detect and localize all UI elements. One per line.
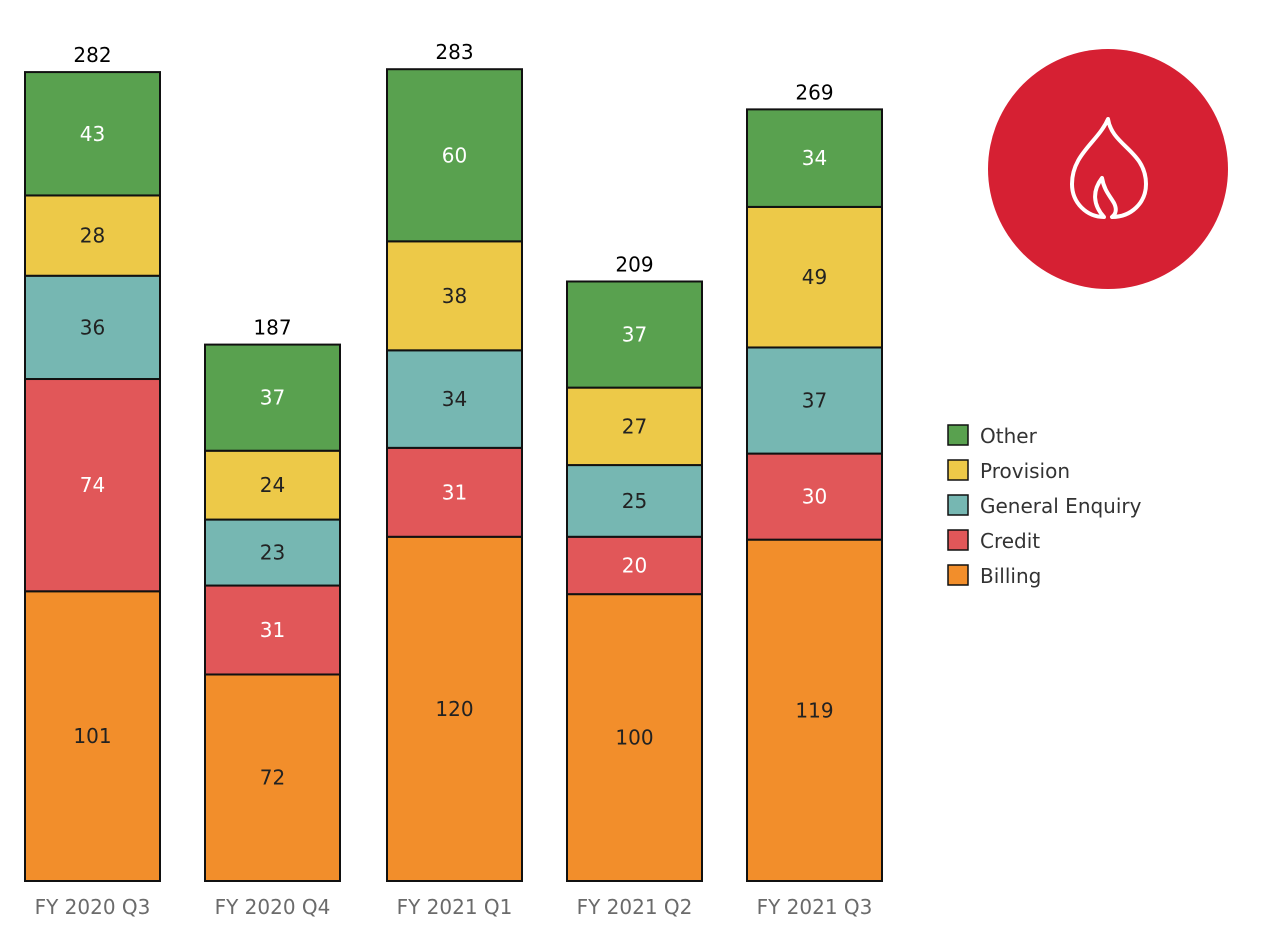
legend-label: Billing (980, 564, 1041, 588)
segment-value-label: 74 (80, 473, 105, 497)
bar-segment-other[interactable] (746, 108, 883, 208)
legend-swatch (947, 459, 969, 481)
bar-group-fy-2021-q3: 119 30 37 49 34 269 FY 2021 Q3 (746, 80, 883, 919)
bar-segment-provision[interactable] (566, 386, 703, 467)
segment-value-label: 120 (435, 697, 473, 721)
flame-icon (1070, 117, 1148, 219)
bar-segment-other[interactable] (386, 68, 523, 243)
segment-value-label: 36 (80, 315, 105, 339)
segment-value-label: 34 (442, 387, 467, 411)
bars-layer: 101 74 36 28 43 282 FY 2020 Q3 72 31 23 24 37 187 FY … (24, 40, 883, 919)
segment-value-label: 24 (260, 473, 285, 497)
segment-value-label: 60 (442, 143, 467, 167)
bar-segment-provision[interactable] (24, 194, 161, 277)
bar-segment-provision[interactable] (746, 205, 883, 349)
legend-item-credit[interactable]: Credit (947, 529, 1040, 553)
segment-value-label: 37 (260, 386, 285, 410)
legend-label: Credit (980, 529, 1040, 553)
bar-segment-billing[interactable] (24, 590, 161, 882)
segment-value-label: 38 (442, 284, 467, 308)
segment-value-label: 101 (73, 724, 111, 748)
legend-swatch (947, 529, 969, 551)
segment-value-label: 31 (442, 480, 467, 504)
segment-value-label: 25 (622, 489, 647, 513)
bar-group-fy-2020-q4: 72 31 23 24 37 187 FY 2020 Q4 (204, 316, 341, 919)
bar-segment-general-enquiry[interactable] (386, 349, 523, 449)
bar-segment-credit[interactable] (24, 378, 161, 593)
legend-item-general-enquiry[interactable]: General Enquiry (947, 494, 1142, 518)
legend-item-billing[interactable]: Billing (947, 564, 1041, 588)
bar-total-label: 269 (795, 80, 833, 104)
segment-value-label: 72 (260, 766, 285, 790)
bar-total-label: 282 (73, 43, 111, 67)
category-tick-label: FY 2021 Q3 (757, 895, 873, 919)
segment-value-label: 30 (802, 485, 827, 509)
category-tick-label: FY 2020 Q4 (215, 895, 331, 919)
legend-item-provision[interactable]: Provision (947, 459, 1070, 483)
legend-swatch (947, 424, 969, 446)
category-tick-label: FY 2021 Q2 (577, 895, 693, 919)
bar-group-fy-2021-q2: 100 20 25 27 37 209 FY 2021 Q2 (566, 252, 703, 919)
segment-value-label: 28 (80, 224, 105, 248)
bar-segment-other[interactable] (24, 71, 161, 197)
bar-segment-billing[interactable] (566, 593, 703, 883)
segment-value-label: 31 (260, 618, 285, 642)
category-tick-label: FY 2021 Q1 (397, 895, 513, 919)
badge-circle (988, 49, 1228, 289)
legend-label: Provision (980, 459, 1070, 483)
bar-segment-billing[interactable] (386, 535, 523, 883)
bar-segment-credit[interactable] (386, 446, 523, 538)
bar-segment-billing[interactable] (204, 673, 341, 883)
segment-value-label: 20 (622, 553, 647, 577)
segment-value-label: 37 (622, 323, 647, 347)
bar-total-label: 283 (435, 40, 473, 64)
segment-value-label: 49 (802, 265, 827, 289)
segment-value-label: 43 (80, 122, 105, 146)
bar-segment-credit[interactable] (204, 584, 341, 676)
bar-segment-billing[interactable] (746, 538, 883, 882)
bar-segment-provision[interactable] (204, 449, 341, 521)
bar-segment-other[interactable] (204, 343, 341, 452)
legend: Other Provision General Enquiry Credit Billi… (947, 424, 1142, 588)
legend-item-other[interactable]: Other (947, 424, 1038, 448)
segment-value-label: 34 (802, 146, 827, 170)
flame-badge (988, 49, 1228, 289)
bar-group-fy-2021-q1: 120 31 34 38 60 283 FY 2021 Q1 (386, 40, 523, 919)
bar-segment-general-enquiry[interactable] (566, 464, 703, 538)
legend-label: General Enquiry (980, 494, 1142, 518)
legend-swatch (947, 494, 969, 516)
bar-group-fy-2020-q3: 101 74 36 28 43 282 FY 2020 Q3 (24, 43, 161, 919)
legend-label: Other (980, 424, 1038, 448)
segment-value-label: 100 (615, 726, 653, 750)
segment-value-label: 23 (260, 541, 285, 565)
bar-segment-general-enquiry[interactable] (746, 346, 883, 455)
category-tick-label: FY 2020 Q3 (35, 895, 151, 919)
segment-value-label: 119 (795, 698, 833, 722)
bar-segment-credit[interactable] (566, 535, 703, 596)
bar-total-label: 187 (253, 316, 291, 340)
bar-segment-other[interactable] (566, 280, 703, 389)
bar-total-label: 209 (615, 252, 653, 276)
bar-segment-general-enquiry[interactable] (204, 518, 341, 587)
segment-value-label: 27 (622, 414, 647, 438)
legend-swatch (947, 564, 969, 586)
segment-value-label: 37 (802, 389, 827, 413)
